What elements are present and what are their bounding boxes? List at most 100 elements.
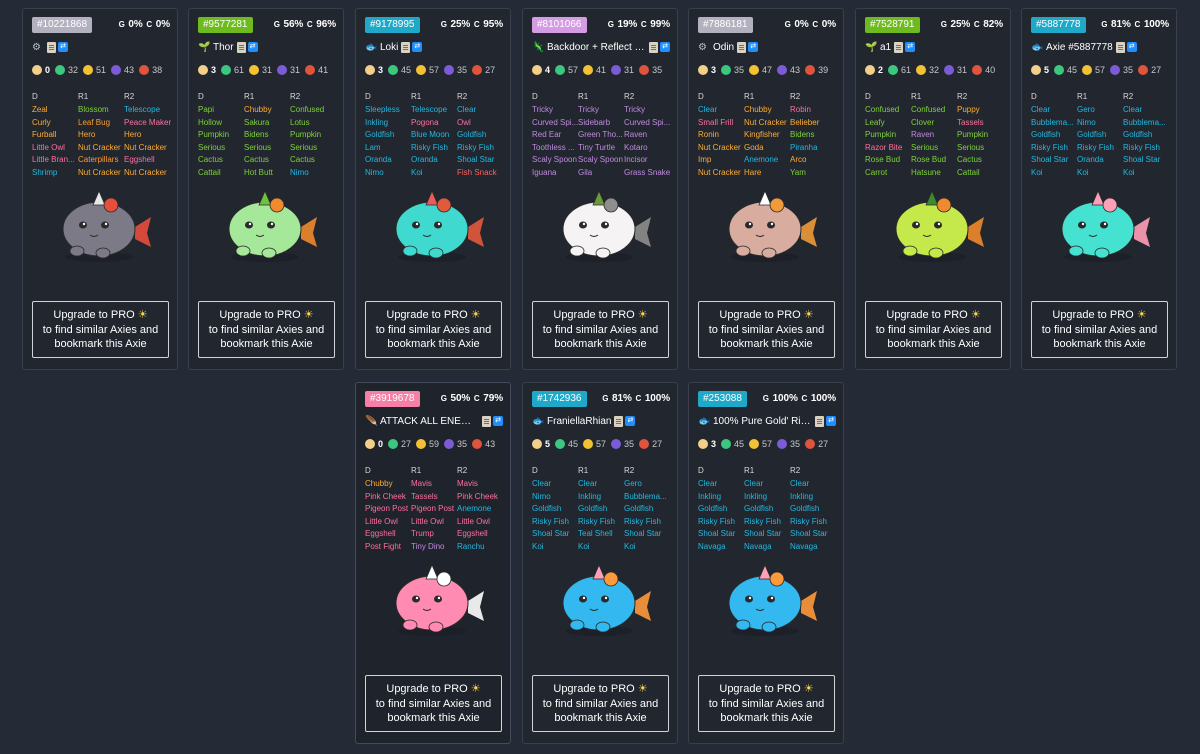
scroll-icon[interactable]	[614, 415, 624, 427]
axie-name: Axie #5887778	[1046, 41, 1113, 53]
share-icon[interactable]: ⇄	[1126, 42, 1137, 52]
axie-card[interactable]: #3919678 G 50% C 79% 🪶ATTACK ALL ENEMIES..…	[355, 382, 511, 744]
axie-card[interactable]: #9178995 G 25% C 95% 🐟 Loki ⇄ ⬤ 3 45 57 35 27 D R1 R2…	[355, 8, 511, 370]
share-icon[interactable]: ⇄	[412, 42, 423, 52]
axie-card[interactable]: #7528791 G 25% C 82% 🌱 a1 ⇄ ⬤ 2 61 32 31 40 D R1 R2 Co…	[855, 8, 1011, 370]
speed-icon	[749, 439, 760, 449]
gene-cell: Razor Bite	[865, 142, 903, 152]
axie-name-row: 🐟100% Pure Gold' Risky... ⇄	[698, 414, 836, 428]
axie-card[interactable]: #7886181 G 0% C 0% ⚙ Odin ⇄ ⬤ 3 35 47 43 39 D R1 R2 Cl…	[688, 8, 844, 370]
gene-cell: Clear	[744, 479, 764, 488]
share-icon[interactable]: ⇄	[660, 42, 670, 52]
gene-cell: Serious	[290, 142, 318, 152]
gene-cell: Clear	[1031, 105, 1051, 114]
sun-icon: ☀	[803, 309, 814, 321]
gene-cell: Bubblema...	[624, 491, 667, 501]
share-icon[interactable]: ⇄	[905, 42, 916, 52]
upgrade-line: to find similar Axies and	[542, 323, 659, 336]
axie-id-tag[interactable]: #8101066	[532, 17, 587, 33]
share-icon[interactable]: ⇄	[826, 416, 836, 426]
axie-image	[562, 563, 651, 636]
gene-cell: Anemone	[744, 155, 779, 165]
axie-card[interactable]: #10221868 G 0% C 0% ⚙ ⇄ ⬤ 0 32 51 43 38 D R1 R2 Zeal B…	[22, 8, 178, 370]
skill-value: 31	[624, 65, 635, 75]
axie-id-tag[interactable]: #1742936	[532, 391, 587, 407]
gene-header: R1	[411, 92, 422, 101]
health-value: 45	[734, 439, 745, 449]
axie-id-tag[interactable]: #9577281	[198, 17, 253, 33]
gene-table: Zeal Blossom Telescope Curly Leaf Bug Peace M…	[32, 105, 174, 178]
upgrade-to-pro-button[interactable]: Upgrade to PRO ☀ to find similar Axies an…	[32, 301, 169, 358]
upgrade-to-pro-button[interactable]: Upgrade to PRO ☀ to find similar Axies an…	[198, 301, 335, 358]
speed-value: 57	[596, 439, 607, 449]
axie-id-tag[interactable]: #7886181	[698, 17, 753, 33]
gene-cell: Koi	[624, 541, 636, 551]
scroll-icon[interactable]	[401, 41, 411, 53]
axie-id-tag[interactable]: #5887778	[1031, 17, 1086, 33]
share-icon[interactable]: ⇄	[58, 42, 68, 52]
scroll-icon[interactable]	[649, 41, 658, 53]
upgrade-to-pro-button[interactable]: Upgrade to PRO ☀ to find similar Axies an…	[865, 301, 1002, 358]
gene-cell: Fish Snack	[457, 167, 497, 177]
scroll-icon[interactable]	[1115, 41, 1125, 53]
axie-id-tag[interactable]: #3919678	[365, 391, 420, 407]
morale-icon	[472, 439, 483, 449]
axie-card[interactable]: #9577281 G 56% C 96% 🌱 Thor ⇄ ⬤ 3 61 31 31 41 D R1 R2…	[188, 8, 344, 370]
scroll-icon[interactable]	[482, 415, 491, 427]
scroll-icon[interactable]	[47, 41, 56, 53]
upgrade-to-pro-button[interactable]: Upgrade to PRO ☀ to find similar Axies an…	[532, 301, 669, 358]
share-icon[interactable]: ⇄	[748, 42, 759, 52]
gene-cell: Goda	[744, 142, 764, 152]
scroll-icon[interactable]	[737, 41, 747, 53]
stats-row: ⬤ 3 61 31 31 41	[198, 64, 337, 76]
morale-value: 40	[985, 65, 996, 75]
axie-name: a1	[880, 41, 892, 53]
axie-id-tag[interactable]: #7528791	[865, 17, 920, 33]
axie-id-tag[interactable]: #9178995	[365, 17, 420, 33]
skill-value: 43	[790, 65, 801, 75]
gene-cell: Cactus	[198, 155, 223, 165]
card-header: #10221868 G 0% C 0%	[32, 17, 170, 33]
axie-image	[395, 189, 484, 262]
health-icon	[55, 65, 66, 75]
purity-c-label: C	[473, 20, 480, 29]
purity-g-value: 0%	[125, 19, 146, 30]
axie-card[interactable]: #8101066 G 19% C 99% 🦎 Backdoor + Reflect +…	[522, 8, 678, 370]
card-header: #7528791 G 25% C 82%	[865, 17, 1003, 33]
gene-cell: Tiny Dino	[411, 541, 445, 551]
upgrade-to-pro-button[interactable]: Upgrade to PRO ☀ to find similar Axies an…	[365, 301, 502, 358]
gene-cell: Bidens	[790, 130, 815, 140]
upgrade-line: to find similar Axies and	[1041, 323, 1158, 336]
axie-name-row: 🌱 a1 ⇄	[865, 40, 1003, 54]
axie-card[interactable]: #253088 G 100% C 100% 🐟 100% Pure Gold' Ris…	[688, 382, 844, 744]
gene-cell: Hero	[124, 130, 142, 140]
share-icon[interactable]: ⇄	[247, 42, 258, 52]
gene-cell: Red Ear	[532, 130, 562, 140]
gene-cell: Grass Snake	[624, 167, 671, 177]
purity-g-value: 81%	[1108, 19, 1134, 30]
upgrade-to-pro-button[interactable]: Upgrade to PRO ☀ to find similar Axies an…	[1031, 301, 1168, 358]
axie-card[interactable]: #1742936 G 81% C 100% 🐟 FraniellaRhian ⇄ ⬤ 5 45…	[522, 382, 678, 744]
sun-icon: ☀	[637, 683, 648, 695]
upgrade-line: to find similar Axies and	[375, 323, 492, 336]
share-icon[interactable]: ⇄	[493, 416, 503, 426]
gene-cell: Clear	[578, 479, 598, 488]
upgrade-to-pro-button[interactable]: Upgrade to PRO ☀ to find similar Axies an…	[365, 675, 502, 732]
gene-cell: Shoal Star	[532, 529, 570, 539]
share-icon[interactable]: ⇄	[625, 416, 636, 426]
gene-cell: Cactus	[957, 155, 982, 165]
scroll-icon[interactable]	[236, 41, 246, 53]
scroll-icon[interactable]	[815, 415, 824, 427]
upgrade-to-pro-button[interactable]: Upgrade to PRO ☀ to find similar Axies an…	[698, 301, 835, 358]
health-value: 27	[401, 439, 412, 449]
upgrade-to-pro-button[interactable]: Upgrade to PRO ☀ to find similar Axies an…	[532, 675, 669, 732]
upgrade-to-pro-button[interactable]: Upgrade to PRO ☀ to find similar Axies an…	[698, 675, 835, 732]
axie-id-tag[interactable]: #10221868	[32, 17, 93, 33]
purity-g-label: G	[273, 20, 280, 29]
class-icon: 🪶	[365, 415, 378, 427]
axie-id-tag[interactable]: #253088	[698, 391, 747, 407]
gene-cell: Puppy	[957, 105, 980, 114]
gene-cell: Curved Spi...	[624, 117, 671, 127]
scroll-icon[interactable]	[894, 41, 904, 53]
axie-card[interactable]: #5887778 G 81% C 100% 🐟 Axie #5887778 ⇄ ⬤ 5 45 5…	[1021, 8, 1177, 370]
